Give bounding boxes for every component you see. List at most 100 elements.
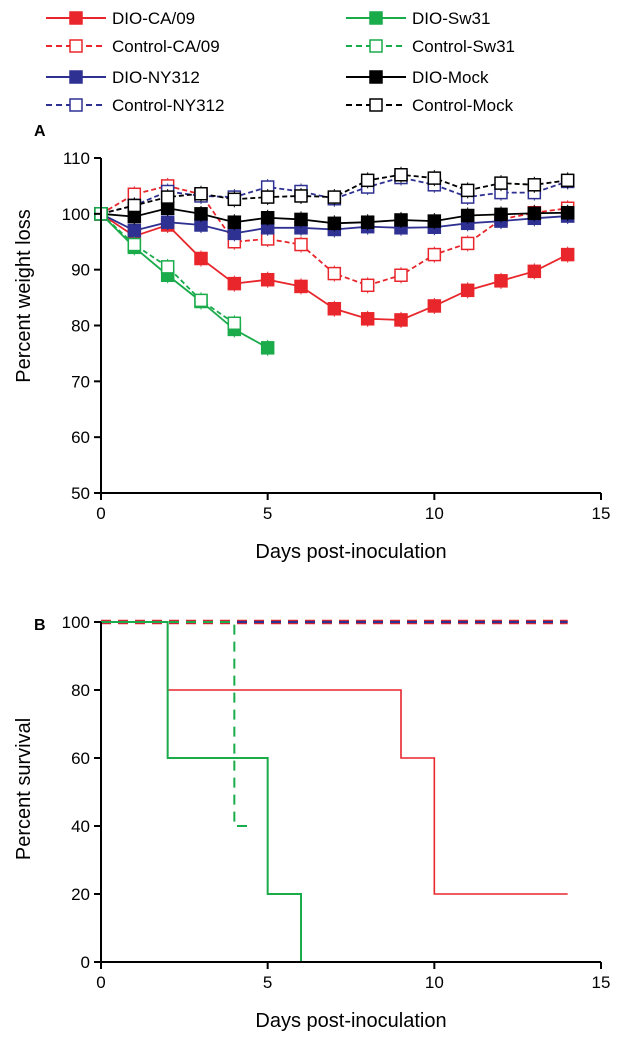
panel-b-x-tick-label: 10 — [425, 973, 444, 992]
panel-a-x-tick-label: 0 — [96, 504, 105, 523]
panel-a-point-dio-ca-09 — [394, 313, 408, 327]
panel-a-point-dio-mock — [327, 216, 342, 231]
panel-b-y-tick-label: 20 — [71, 885, 90, 904]
panel-a-point-control-sw31 — [227, 316, 242, 331]
panel-a-point-control-mock — [260, 190, 275, 204]
panel-a-y-tick-label: 80 — [71, 317, 90, 336]
legend-marker-dio-ny312 — [69, 70, 83, 84]
panel-a-point-dio-sw31 — [260, 341, 275, 355]
panel-a-point-control-sw31 — [160, 260, 175, 274]
legend-entry-dio-sw31: DIO-Sw31 — [346, 9, 490, 28]
panel-a-point-control-sw31 — [194, 293, 208, 308]
panel-a-point-dio-ca-09 — [227, 276, 242, 291]
panel-a-point-control-mock — [294, 189, 308, 203]
panel-b-series-dio-sw31 — [101, 621, 302, 962]
panel-b-y-tick-label: 0 — [81, 953, 90, 972]
panel-a-y-tick-label: 90 — [71, 261, 90, 280]
panel-a-point-dio-ca-09 — [260, 272, 275, 287]
panel-b-survival-chart: B 0 5 10 15 0 20 40 60 80 100 Days post-inoculati… — [13, 613, 610, 1032]
panel-b-x-axis-title: Days post-inoculation — [255, 1010, 446, 1032]
panel-a-axes: 0 5 10 15 50 60 70 80 90 100 110 — [62, 149, 611, 523]
panel-a-y-tick-label: 50 — [71, 484, 90, 503]
panel-b-series — [101, 619, 568, 962]
panel-a-point-control-mock — [194, 186, 208, 201]
legend-entry-control-mock: Control-Mock — [346, 96, 514, 115]
panel-a-point-control-mock — [227, 192, 242, 207]
legend-entry-control-sw31: Control-Sw31 — [346, 37, 515, 56]
panel-b-y-tick-label: 60 — [71, 749, 90, 768]
panel-a-point-dio-mock — [360, 215, 375, 229]
panel-a-point-control-mock — [327, 190, 342, 204]
panel-a-point-dio-ca-09 — [460, 283, 475, 298]
panel-a-series — [94, 166, 575, 356]
panel-a-point-dio-mock — [427, 214, 442, 228]
panel-a-point-control-sw31 — [127, 237, 142, 252]
panel-a-x-tick-label: 15 — [592, 504, 611, 523]
legend-label-control-ny312: Control-NY312 — [112, 96, 224, 115]
panel-a-point-control-mock — [160, 190, 175, 204]
panel-b-axes: 0 5 10 15 0 20 40 60 80 100 — [62, 613, 611, 992]
panel-a-point-control-mock — [394, 168, 408, 182]
panel-b-y-tick-label: 100 — [62, 613, 90, 632]
legend-marker-dio-sw31 — [369, 11, 383, 25]
legend: DIO-CA/09 DIO-Sw31 Control-CA/09 Control-Sw… — [46, 9, 515, 115]
panel-a-y-axis-title: Percent weight loss — [13, 209, 35, 382]
panel-a-point-dio-ca-09 — [360, 312, 375, 326]
legend-marker-dio-ca-09 — [69, 11, 83, 25]
panel-b-line-dio-sw31 — [101, 621, 302, 962]
panel-letter-a: A — [34, 123, 46, 140]
legend-label-control-sw31: Control-Sw31 — [412, 37, 515, 56]
legend-label-control-ca-09: Control-CA/09 — [112, 37, 220, 56]
panel-b-y-tick-label: 40 — [71, 817, 90, 836]
panel-a-point-control-mock — [527, 178, 542, 192]
panel-a-point-dio-ca-09 — [294, 279, 308, 294]
panel-a-line-control-sw31 — [100, 213, 235, 325]
panel-a-point-dio-mock — [560, 205, 575, 220]
panel-a-point-control-ca-09 — [427, 247, 442, 262]
legend-entry-control-ca-09: Control-CA/09 — [46, 37, 220, 56]
panel-a-y-tick-label: 60 — [71, 428, 90, 447]
panel-a-point-control-mock — [360, 173, 375, 188]
legend-marker-control-ny312 — [69, 98, 83, 112]
panel-a-point-control-ca-09 — [360, 278, 375, 293]
legend-marker-dio-mock — [369, 70, 383, 84]
panel-a-point-control-mock — [127, 198, 142, 213]
panel-a-point-dio-mock — [260, 210, 275, 225]
panel-a-line-dio-sw31 — [100, 213, 269, 349]
legend-label-dio-sw31: DIO-Sw31 — [412, 9, 490, 28]
panel-a-weight-loss-chart: A 0 5 10 15 50 60 70 80 90 100 110 Days post-inocu… — [13, 123, 610, 563]
panel-a-point-control-ca-09 — [327, 266, 342, 281]
panel-b-series-control-sw31 — [101, 621, 251, 827]
panel-a-point-dio-ca-09 — [327, 302, 342, 316]
panel-b-y-tick-label: 80 — [71, 681, 90, 700]
panel-a-point-dio-ca-09 — [560, 247, 575, 262]
panel-a-point-dio-mock — [527, 206, 542, 221]
panel-a-series-control-mock — [94, 166, 575, 222]
panel-a-point-control-ca-09 — [394, 268, 408, 282]
legend-marker-control-sw31 — [369, 39, 383, 53]
panel-a-x-axis-title: Days post-inoculation — [255, 541, 446, 563]
panel-a-point-dio-ca-09 — [527, 264, 542, 279]
panel-a-point-dio-mock — [194, 207, 208, 221]
panel-a-point-dio-ny312 — [160, 215, 175, 229]
legend-marker-control-mock — [369, 98, 383, 112]
legend-label-control-mock: Control-Mock — [412, 96, 514, 115]
legend-label-dio-ca-09: DIO-CA/09 — [112, 9, 195, 28]
panel-a-point-dio-mock — [394, 213, 408, 227]
legend-marker-control-ca-09 — [69, 39, 83, 53]
panel-a-x-tick-label: 5 — [263, 504, 272, 523]
legend-entry-dio-ny312: DIO-NY312 — [46, 68, 200, 87]
panel-a-point-control-mock — [494, 176, 508, 190]
panel-a-point-control-ca-09 — [460, 236, 475, 251]
legend-label-dio-ny312: DIO-NY312 — [112, 68, 200, 87]
panel-a-point-dio-ca-09 — [494, 274, 508, 288]
legend-entry-control-ny312: Control-NY312 — [46, 96, 224, 115]
panel-b-x-tick-label: 5 — [263, 973, 272, 992]
legend-entry-dio-ca-09: DIO-CA/09 — [46, 9, 195, 28]
legend-label-dio-mock: DIO-Mock — [412, 68, 489, 87]
panel-a-point-control-ca-09 — [294, 237, 308, 252]
panel-a-y-tick-label: 70 — [71, 372, 90, 391]
panel-a-point-control-mock — [560, 173, 575, 188]
panel-a-x-tick-label: 10 — [425, 504, 444, 523]
panel-a-y-tick-label: 110 — [63, 149, 90, 168]
